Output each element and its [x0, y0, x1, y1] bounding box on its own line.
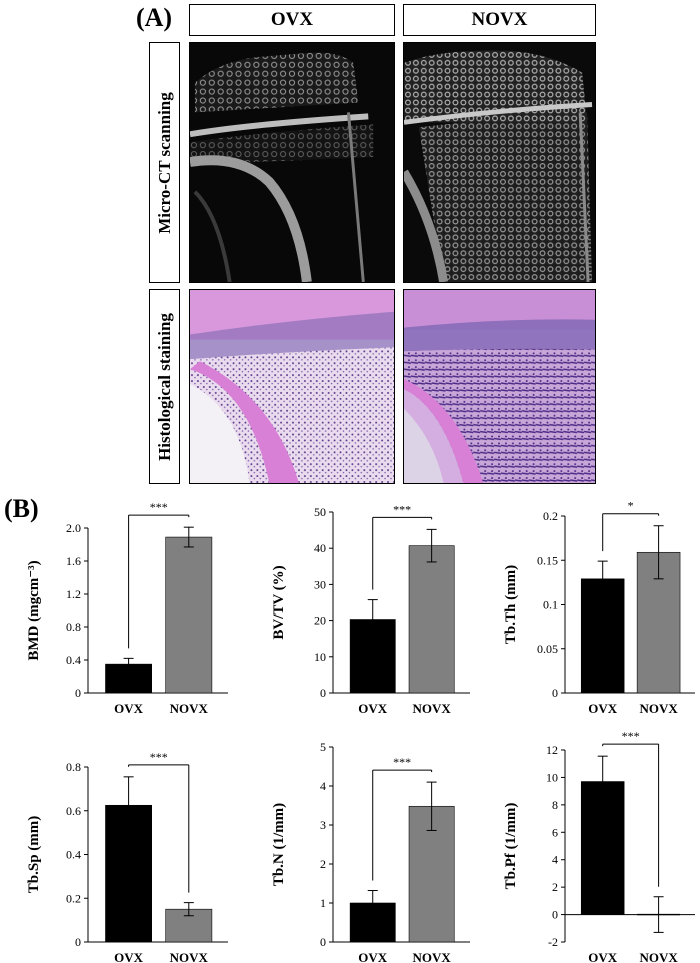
chart2-y-tick-label: 20: [314, 614, 326, 628]
chart6-significance-label: ***: [622, 729, 640, 743]
chart6-y-tick-label: 6: [552, 825, 558, 839]
chart2-y-tick-label: 30: [314, 577, 326, 591]
chart3-y-axis-label: Tb.Th (mm): [503, 565, 519, 644]
chart6-category-label: OVX: [588, 950, 618, 963]
row-header-histology: Histological staining: [149, 289, 180, 484]
chart5-y-tick-label: 5: [320, 740, 326, 754]
chart1-category-label: NOVX: [170, 701, 209, 716]
panel-a-label: (A): [136, 3, 173, 32]
chart5-y-tick-label: 3: [320, 818, 326, 832]
chart1-y-axis-label: BMD (mgcm⁻³): [26, 560, 42, 660]
histology-ovx-image: [189, 289, 395, 484]
chart6-y-tick-label: 8: [552, 798, 558, 812]
chart2-y-tick-label: 10: [314, 650, 326, 664]
chart6-y-tick-label: -2: [548, 935, 558, 949]
chart3-y-tick-label: 0: [552, 686, 558, 700]
column-header-novx: NOVX: [403, 4, 596, 36]
chart5-y-tick-label: 4: [320, 779, 326, 793]
chart5-y-tick-label: 1: [320, 896, 326, 910]
chart2-y-tick-label: 50: [314, 505, 326, 519]
chart2-significance-label: ***: [393, 502, 411, 516]
chart2-y-axis-label: BV/TV (%): [271, 565, 287, 639]
chart2-y-tick-label: 0: [320, 686, 326, 700]
column-header-ovx: OVX: [189, 4, 395, 36]
chart4-y-tick-label: 0.2: [66, 891, 81, 905]
chart1-category-label: OVX: [114, 701, 144, 716]
chart2-category-label: OVX: [358, 701, 388, 716]
panel-b-label: (B): [4, 494, 39, 523]
chart3-y-tick-label: 0.15: [537, 553, 558, 567]
chart5-y-tick-label: 2: [320, 857, 326, 871]
chart5-category-label: OVX: [358, 950, 388, 963]
chart6-y-tick-label: 10: [546, 770, 558, 784]
chart4-category-label: OVX: [114, 950, 144, 963]
chart1-y-tick-label: 2.0: [66, 521, 81, 535]
chart1-bar-novx: [165, 536, 213, 694]
chart4-bar-novx: [165, 908, 213, 943]
chart4-y-axis-label: Tb.Sp (mm): [26, 816, 42, 894]
chart3-y-tick-label: 0.05: [537, 642, 558, 656]
chart5-category-label: NOVX: [412, 950, 451, 963]
chart1-y-tick-label: 1.2: [66, 587, 81, 601]
chart3-y-tick-label: 0.2: [543, 509, 558, 523]
chart4-y-tick-label: 0.6: [66, 804, 81, 818]
chart1-y-tick-label: 1.6: [66, 554, 81, 568]
chart1-significance-label: ***: [150, 500, 168, 514]
chart4-y-tick-label: 0.8: [66, 760, 81, 774]
chart6-y-tick-label: 0: [552, 908, 558, 922]
chart3-y-tick-label: 0.1: [543, 598, 558, 612]
chart4-y-tick-label: 0.4: [66, 848, 81, 862]
chart4-category-label: NOVX: [170, 950, 209, 963]
chart2-y-tick-label: 40: [314, 541, 326, 555]
chart2-category-label: NOVX: [412, 701, 451, 716]
chart6-y-axis-label: Tb.Pf (1/mm): [503, 803, 519, 890]
chart2-bar-novx: [408, 545, 455, 694]
chart3-category-label: OVX: [588, 701, 618, 716]
chart1-y-tick-label: 0.4: [66, 653, 81, 667]
chart1-y-tick-label: 0.8: [66, 620, 81, 634]
chart3-bar-ovx: [580, 578, 625, 694]
chart3-significance-label: *: [628, 499, 634, 513]
chart4-significance-label: ***: [150, 750, 168, 764]
chart1-y-tick-label: 0: [75, 686, 81, 700]
chart3-category-label: NOVX: [639, 701, 678, 716]
chart6-y-tick-label: 2: [552, 880, 558, 894]
microct-ovx-image: [189, 42, 395, 283]
chart5-y-tick-label: 0: [320, 935, 326, 949]
chart6-y-tick-label: 4: [552, 853, 558, 867]
microct-novx-image: [403, 42, 596, 283]
histology-novx-image: [403, 289, 596, 484]
row-header-micro-ct: Micro-CT scanning: [149, 42, 180, 283]
chart6-y-tick-label: 12: [546, 743, 558, 757]
chart6-category-label: NOVX: [639, 950, 678, 963]
chart4-y-tick-label: 0: [75, 935, 81, 949]
chart5-significance-label: ***: [393, 755, 411, 769]
chart5-y-axis-label: Tb.N (1/mm): [271, 803, 287, 886]
